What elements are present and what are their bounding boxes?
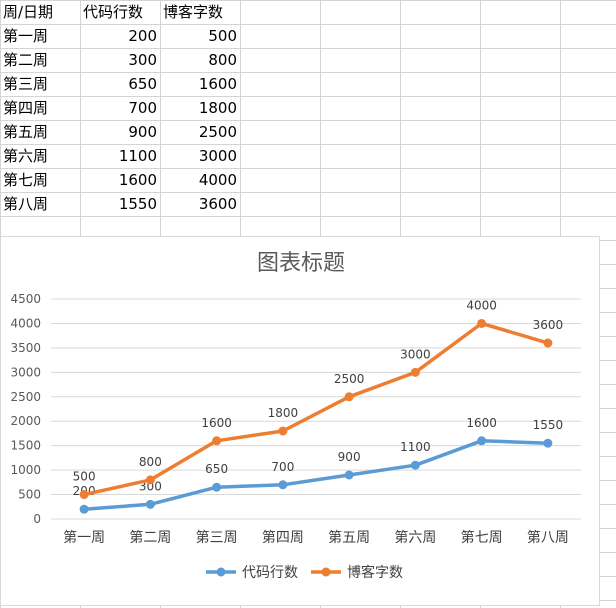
x-tick-label: 第八周 [527, 529, 569, 546]
x-tick-label: 第三周 [196, 529, 238, 546]
data-label: 800 [139, 455, 162, 469]
data-label: 1100 [400, 440, 431, 454]
table-cell[interactable]: 800 [208, 51, 237, 69]
table-cell[interactable]: 3600 [198, 195, 237, 213]
data-point [79, 504, 89, 514]
table-cell[interactable]: 3000 [198, 147, 237, 165]
y-tick-label: 3500 [10, 341, 41, 355]
data-point [477, 436, 487, 446]
table-cell[interactable]: 第五周 [3, 123, 49, 141]
data-point [410, 367, 420, 377]
y-tick-label: 1500 [10, 439, 41, 453]
table-cell[interactable]: 代码行数 [83, 3, 144, 21]
data-label: 900 [338, 450, 361, 464]
table-cell[interactable]: 周/日期 [3, 3, 54, 21]
x-tick-label: 第二周 [129, 529, 171, 546]
series-line-2 [82, 321, 550, 497]
x-tick-label: 第六周 [394, 529, 436, 546]
legend-marker [216, 567, 226, 577]
x-tick-label: 第七周 [461, 529, 503, 546]
data-label: 2500 [334, 372, 365, 386]
data-label: 700 [271, 460, 294, 474]
data-point [145, 499, 155, 509]
data-label: 650 [205, 462, 228, 476]
table-cell[interactable]: 500 [208, 27, 237, 45]
y-tick-label: 1000 [10, 463, 41, 477]
table-cell[interactable]: 1600 [118, 171, 157, 189]
legend-marker [321, 567, 331, 577]
data-label: 1550 [533, 418, 564, 432]
data-point [145, 475, 155, 485]
chart-title: 图表标题 [257, 251, 345, 276]
data-point [410, 460, 420, 470]
y-tick-label: 4500 [10, 292, 41, 306]
chart-area[interactable]: 图表标题 0 500 1000 1500 2000 2500 3000 3500 4000 4500… [0, 236, 600, 606]
table-cell[interactable]: 2500 [198, 123, 237, 141]
data-point [278, 480, 288, 490]
data-point [212, 436, 222, 446]
x-tick-label: 第五周 [328, 529, 370, 546]
data-label: 500 [73, 470, 96, 484]
y-tick-label: 0 [33, 512, 41, 526]
y-tick-label: 3000 [10, 365, 41, 379]
data-point [543, 438, 553, 448]
data-point [212, 482, 222, 492]
data-point [278, 426, 288, 436]
data-point [543, 338, 553, 348]
data-point [79, 490, 89, 500]
data-point [477, 318, 487, 328]
table-cell[interactable]: 4000 [198, 171, 237, 189]
data-label: 1800 [268, 406, 299, 420]
legend-label: 博客字数 [347, 564, 403, 581]
x-tick-label: 第一周 [63, 529, 105, 546]
table-cell[interactable]: 第二周 [3, 51, 49, 69]
table-cell[interactable]: 1100 [118, 147, 157, 165]
y-tick-label: 4000 [10, 316, 41, 330]
y-tick-label: 2500 [10, 390, 41, 404]
data-label: 1600 [201, 416, 232, 430]
table-cell[interactable]: 1550 [118, 195, 157, 213]
table-cell[interactable]: 300 [128, 51, 157, 69]
x-tick-label: 第四周 [262, 529, 304, 546]
legend-label: 代码行数 [242, 565, 298, 581]
table-cell[interactable]: 第一周 [3, 27, 49, 45]
data-label: 1600 [466, 416, 497, 430]
data-label: 3000 [400, 347, 431, 361]
table-cell[interactable]: 博客字数 [163, 3, 224, 21]
series-line-1 [82, 439, 550, 511]
data-point [344, 392, 354, 402]
y-tick-label: 500 [18, 488, 41, 502]
table-cell[interactable]: 650 [128, 75, 157, 93]
table-cell[interactable]: 第六周 [3, 147, 49, 165]
table-cell[interactable]: 700 [128, 99, 157, 117]
table-cell[interactable]: 1600 [198, 75, 237, 93]
data-point [344, 470, 354, 480]
table-cell[interactable]: 1800 [198, 99, 237, 117]
data-label: 4000 [466, 298, 497, 312]
line-chart: 图表标题 0 500 1000 1500 2000 2500 3000 3500 4000 4500… [10, 251, 581, 581]
table-cell[interactable]: 200 [128, 27, 157, 45]
table-cell[interactable]: 第四周 [3, 99, 49, 117]
table-cell[interactable]: 第八周 [3, 195, 49, 213]
y-tick-label: 2000 [10, 414, 41, 428]
table-cell[interactable]: 第七周 [3, 171, 49, 189]
table-cell[interactable]: 900 [128, 123, 157, 141]
table-cell[interactable]: 第三周 [3, 75, 49, 93]
data-label: 3600 [533, 318, 564, 332]
